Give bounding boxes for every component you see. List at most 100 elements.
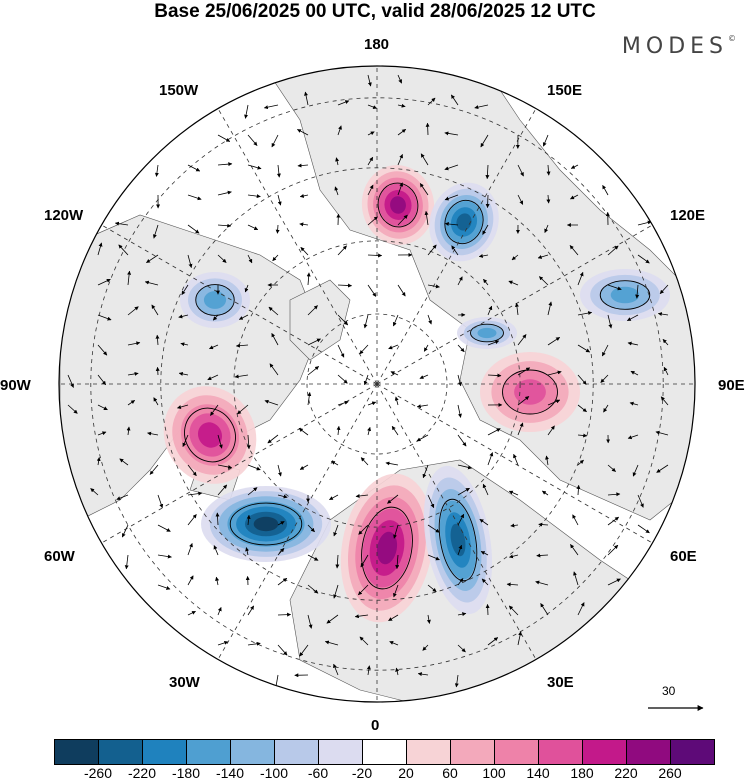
wind-vector bbox=[359, 636, 369, 646]
wind-vector bbox=[153, 397, 159, 406]
wind-vector bbox=[363, 314, 369, 329]
wind-vector bbox=[487, 373, 502, 378]
colorbar-cell bbox=[143, 740, 187, 764]
latitude-circle bbox=[306, 313, 448, 455]
wind-vector bbox=[67, 374, 74, 388]
wind-vector bbox=[387, 494, 399, 504]
wind-vector bbox=[300, 247, 309, 256]
anomaly-contour bbox=[253, 516, 279, 532]
map-border bbox=[58, 65, 696, 703]
wind-vector bbox=[444, 131, 459, 136]
wind-vector bbox=[607, 464, 616, 472]
wind-vector bbox=[277, 194, 282, 206]
wind-vector bbox=[277, 548, 285, 556]
lon-label-30w: 30W bbox=[169, 674, 200, 691]
wind-vector bbox=[637, 254, 650, 264]
wind-vector bbox=[337, 283, 352, 288]
colorbar-tick-label: -140 bbox=[215, 765, 245, 781]
land-mass-1 bbox=[289, 279, 351, 361]
wind-vector bbox=[607, 492, 621, 497]
colorbar-tick-label: -180 bbox=[171, 765, 201, 781]
wind-vector bbox=[277, 464, 282, 477]
wind-vector bbox=[277, 644, 288, 656]
height-contour-line bbox=[377, 182, 419, 228]
wind-vector bbox=[264, 399, 279, 406]
wind-vector bbox=[656, 464, 669, 473]
wind-vector bbox=[450, 94, 459, 106]
wind-vector bbox=[659, 284, 669, 294]
wind-vector bbox=[546, 194, 551, 204]
colorbar-tick-label: 20 bbox=[398, 765, 414, 781]
wind-vector bbox=[97, 314, 112, 321]
wind-vector bbox=[416, 404, 429, 409]
lon-label-60w: 60W bbox=[44, 548, 75, 565]
wind-vector bbox=[427, 494, 435, 509]
anomaly-center bbox=[480, 352, 580, 432]
wind-vector bbox=[235, 343, 249, 348]
wind-vector bbox=[419, 374, 429, 379]
wind-vector bbox=[298, 427, 309, 436]
wind-vector bbox=[389, 641, 399, 646]
colorbar-tick-label: 100 bbox=[482, 765, 506, 781]
wind-vector bbox=[509, 554, 519, 559]
wind-vector bbox=[307, 366, 320, 376]
wind-vector bbox=[121, 524, 129, 538]
wind-vector bbox=[307, 524, 315, 533]
wind-vector bbox=[444, 194, 459, 201]
wind-vector bbox=[397, 214, 408, 226]
wind-vector bbox=[118, 244, 129, 256]
wind-vector bbox=[655, 430, 669, 436]
colorbar-tick-label: -20 bbox=[351, 765, 373, 781]
wind-vectors bbox=[67, 74, 669, 690]
wind-vector bbox=[217, 464, 233, 469]
meridian-line bbox=[376, 108, 537, 385]
wind-vector bbox=[247, 464, 261, 471]
wind-vector bbox=[119, 458, 129, 466]
colorbar-tick-label: -100 bbox=[259, 765, 289, 781]
wind-vector bbox=[510, 523, 519, 528]
colorbar-cell bbox=[319, 740, 363, 764]
wind-vector bbox=[577, 404, 587, 413]
wind-vector bbox=[127, 399, 136, 406]
wind-vector bbox=[607, 516, 620, 526]
wind-vector bbox=[663, 366, 669, 376]
wind-vector bbox=[422, 464, 429, 479]
wind-vector bbox=[546, 164, 551, 176]
wind-vector bbox=[247, 224, 259, 231]
wind-vector bbox=[97, 242, 103, 256]
wind-vector bbox=[517, 396, 530, 406]
wind-vector bbox=[215, 512, 220, 526]
wind-vector bbox=[155, 366, 160, 376]
wind-vector bbox=[457, 434, 467, 447]
wind-vector bbox=[483, 278, 489, 286]
wind-vector bbox=[360, 457, 369, 466]
wind-vector bbox=[547, 399, 561, 406]
wind-vector bbox=[337, 314, 349, 326]
wind-vector bbox=[544, 224, 549, 233]
wind-vector bbox=[547, 370, 562, 376]
wind-vector bbox=[629, 401, 639, 406]
wind-vector bbox=[367, 401, 377, 406]
anomaly-center bbox=[201, 486, 331, 562]
wind-vector bbox=[299, 464, 309, 470]
wind-vector bbox=[178, 371, 189, 376]
wind-vector bbox=[417, 672, 429, 677]
wind-vector bbox=[268, 306, 279, 316]
wind-vector bbox=[388, 344, 399, 350]
anomaly-contour bbox=[514, 379, 546, 405]
wind-vector bbox=[307, 305, 318, 316]
wind-vector bbox=[600, 374, 609, 383]
wind-vector bbox=[607, 314, 613, 329]
chart-title: Base 25/06/2025 00 UTC, valid 28/06/2025… bbox=[154, 1, 596, 22]
wind-vector bbox=[367, 426, 372, 436]
wind-vector bbox=[277, 577, 288, 586]
wind-vector bbox=[210, 404, 219, 416]
wind-vector bbox=[487, 452, 494, 466]
anomaly-center bbox=[580, 269, 670, 321]
wind-vector bbox=[427, 554, 440, 561]
wind-vector bbox=[217, 254, 227, 263]
wind-vector bbox=[127, 306, 139, 316]
wind-vector bbox=[607, 284, 622, 291]
anomaly-center bbox=[180, 272, 250, 328]
